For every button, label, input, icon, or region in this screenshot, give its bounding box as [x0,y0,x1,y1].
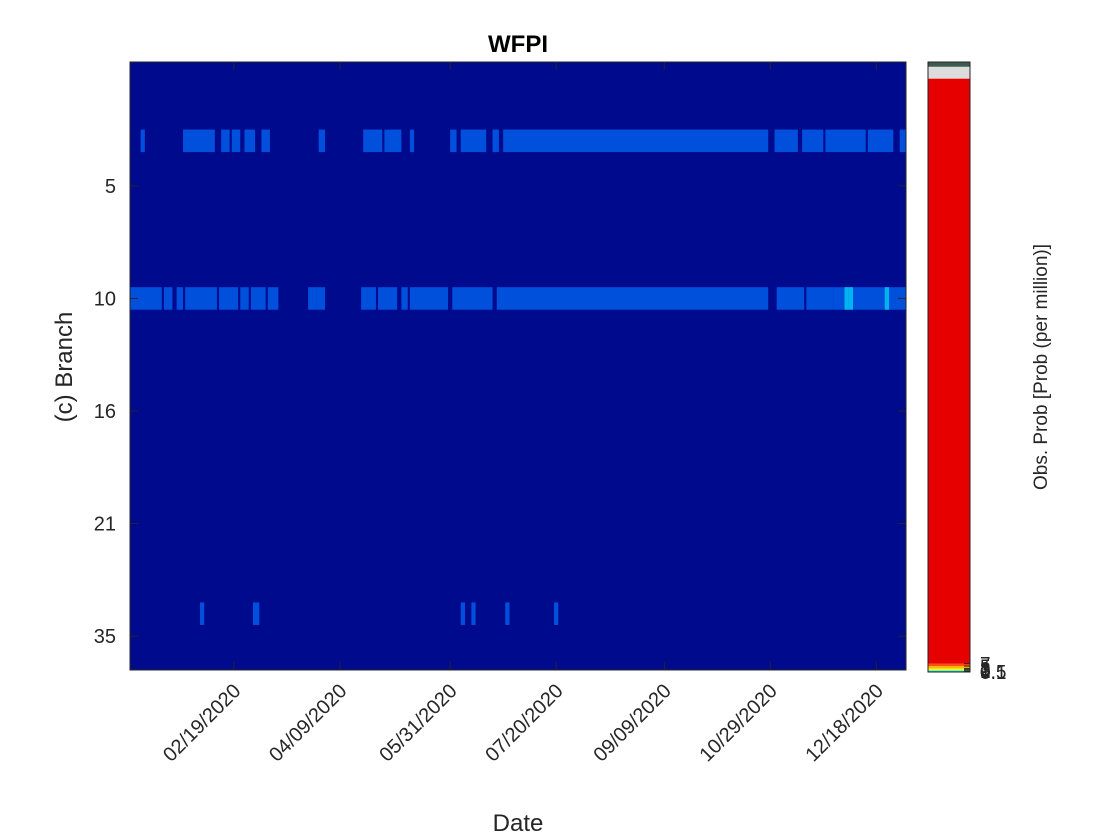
x-tick-label: 02/19/2020 [159,680,245,766]
heatmap-cell-segment [867,129,894,153]
colorbar-swatch [928,669,970,671]
heatmap-cell-segment [492,129,499,153]
colorbar-tick-label: 5 [980,657,991,678]
heatmap-cell-segment [244,129,256,153]
heatmap-cell-segment [848,287,853,310]
chart-title: WFPI [488,31,548,58]
heatmap-cell-segment [503,129,769,153]
heatmap-cell-segment [776,287,805,310]
colorbar-swatch [928,670,970,672]
colorbar-swatch [928,66,970,79]
colorbar-swatch [928,663,970,667]
heatmap-cell-segment [130,287,162,310]
heatmap-cell-segment [361,287,376,310]
heatmap-cell-segment [844,287,849,310]
heatmap-cell-segment [452,287,493,310]
heatmap-cell-segment [409,287,449,310]
heatmap-cell-segment [384,129,402,153]
heatmap-cell-segment [183,129,215,153]
colorbar-tick-label: 0.5 [980,662,1006,683]
heatmap-cell-segment [378,287,398,310]
heatmap-cell-segment [496,287,769,310]
heatmap-cell-segment [460,602,465,625]
x-tick-label: 07/20/2020 [481,680,567,766]
heatmap-cell-segment [252,602,260,625]
colorbar-tick-label: 7 [980,655,991,676]
y-tick-label: 10 [94,288,116,310]
heatmap-cell-segment [176,287,183,310]
heatmap-cell-segment [460,129,487,153]
heatmap-cell-segment [884,287,890,310]
heatmap-cell-segment [267,287,279,310]
y-tick-label: 16 [94,401,116,423]
x-tick-label: 04/09/2020 [265,680,351,766]
heatmap-cell-segment [471,602,476,625]
heatmap-cell-segment [409,129,415,153]
y-tick-label: 35 [94,626,116,648]
colorbar-swatch [928,666,970,669]
heatmap-cell-segment [240,287,249,310]
heatmap-cell-segment [199,602,205,625]
x-tick-label: 12/18/2020 [802,680,888,766]
plot-frame [129,61,907,671]
heatmap-background [130,62,906,670]
y-tick-label: 5 [105,176,116,198]
heatmap-cell-segment [231,129,241,153]
colorbar-tick-label: 0.1 [980,663,1006,684]
heatmap-cell-segment [163,287,173,310]
heatmap-plot-area [129,61,907,671]
colorbar-swatch [928,668,970,670]
colorbar-tick-label: 3 [980,659,991,680]
heatmap-cell-segment [219,287,239,310]
y-axis: 5 10 16 21 35 [94,176,906,648]
colorbar-swatch [928,78,970,664]
heatmap-cell-segment [318,129,326,153]
heatmap-cell-segment [221,129,230,153]
colorbar-frame [927,61,971,673]
colorbar-tick-label: 1 [980,662,991,683]
heatmap-cell-segment [806,287,834,310]
colorbar-label: Obs. Prob [Prob (per million)] [1031,244,1052,490]
heatmap-cell-segment [554,602,559,625]
heatmap-cell-segment [185,287,217,310]
heatmap-cell-segment [308,287,317,310]
heatmap-cell-segment [825,129,866,153]
x-axis-label: Date [493,810,544,837]
heatmap-cell-segment [899,129,906,153]
heatmap-cell-segment [802,129,824,153]
heatmap-cell-segment [505,602,510,625]
heatmap-cell-segment [363,129,383,153]
heatmap-cell-segment [774,129,798,153]
heatmap-cell-segment [261,129,270,153]
colorbar-swatch [928,62,970,67]
heatmap-cell-segment [316,287,326,310]
colorbar-tick-label: 2 [980,661,991,682]
heatmap-cell-segment [401,287,408,310]
heatmap-cell-segment [140,129,145,153]
x-tick-label: 10/29/2020 [695,680,781,766]
heatmap-cell-segment [450,129,457,153]
y-axis-label: (c) Branch [51,312,78,423]
heatmap-cell-segment [250,287,266,310]
y-tick-label: 21 [94,514,116,536]
x-tick-label: 05/31/2020 [375,680,461,766]
x-tick-label: 09/09/2020 [589,680,675,766]
